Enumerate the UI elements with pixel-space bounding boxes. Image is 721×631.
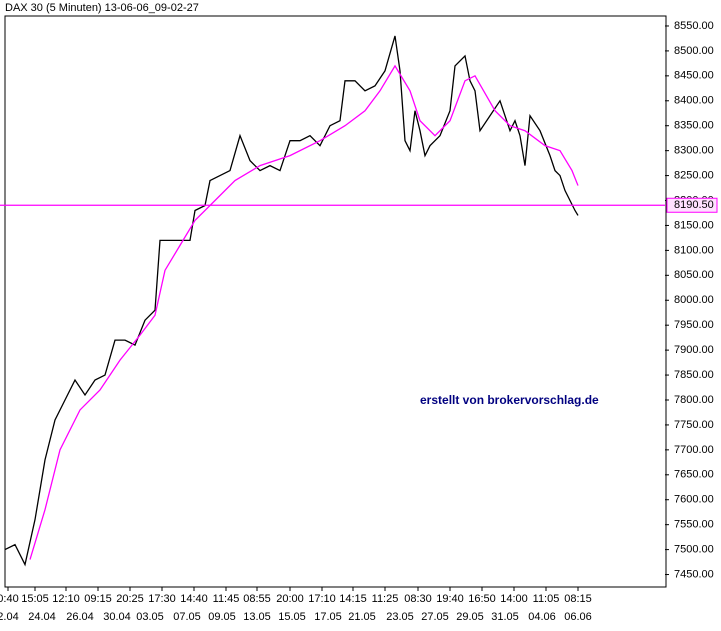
x-tick-label: 12:10 (52, 593, 80, 605)
y-tick-label: 8450.00 (674, 70, 714, 82)
x-tick-label: 08:30 (404, 593, 432, 605)
x-tick-label: 11:05 (533, 593, 560, 605)
x-tick-label: 15:05 (21, 593, 49, 605)
y-tick-label: 7900.00 (674, 344, 714, 356)
date-tick-label: 15.05 (278, 611, 306, 623)
chart-title: DAX 30 (5 Minuten) 13-06-06_09-02-27 (5, 2, 199, 14)
x-tick-label: 20:25 (116, 593, 144, 605)
x-tick-label: 09:15 (84, 593, 112, 605)
y-tick-label: 8400.00 (674, 95, 714, 107)
x-tick-label: 17:10 (308, 593, 336, 605)
x-tick-label: 11:45 (213, 593, 240, 605)
date-tick-label: 09.05 (208, 611, 236, 623)
y-tick-label: 7650.00 (674, 469, 714, 481)
x-tick-label: 19:40 (436, 593, 464, 605)
y-tick-label: 7750.00 (674, 419, 714, 431)
date-tick-label: 27.05 (421, 611, 449, 623)
x-tick-label: 11:25 (372, 593, 399, 605)
y-tick-label: 7550.00 (674, 519, 714, 531)
x-tick-label: 14:00 (500, 593, 528, 605)
y-tick-label: 8500.00 (674, 45, 714, 57)
y-tick-label: 8550.00 (674, 20, 714, 32)
date-tick-label: 17.05 (314, 611, 342, 623)
y-tick-label: 8250.00 (674, 169, 714, 181)
x-tick-label: 14:40 (180, 593, 208, 605)
y-tick-label: 7600.00 (674, 494, 714, 506)
date-tick-label: 23.05 (386, 611, 414, 623)
date-tick-label: 03.05 (136, 611, 164, 623)
date-tick-label: 21.05 (348, 611, 376, 623)
x-tick-label: 20:00 (276, 593, 304, 605)
date-tick-label: 04.06 (528, 611, 556, 623)
reference-label-box (666, 197, 718, 213)
x-tick-label: 14:15 (339, 593, 367, 605)
date-tick-label: 06.06 (564, 611, 592, 623)
reference-label: 8190.50 (674, 199, 714, 211)
x-tick-label: 17:30 (148, 593, 176, 605)
y-tick-label: 7450.00 (674, 568, 714, 580)
y-tick-label: 7500.00 (674, 544, 714, 556)
price-line (29, 64, 579, 560)
y-tick-label: 7950.00 (674, 319, 714, 331)
x-tick-label: 0:40 (0, 593, 19, 605)
x-tick-label: 08:15 (564, 593, 592, 605)
y-tick-label: 8000.00 (674, 294, 714, 306)
y-tick-label: 8100.00 (674, 244, 714, 256)
x-tick-label: 08:55 (243, 593, 271, 605)
price-line (4, 35, 579, 567)
y-tick-label: 8300.00 (674, 145, 714, 157)
y-tick-label: 8150.00 (674, 219, 714, 231)
date-tick-label: 07.05 (173, 611, 201, 623)
y-tick-label: 7800.00 (674, 394, 714, 406)
y-tick-label: 8350.00 (674, 120, 714, 132)
date-tick-label: 13.05 (243, 611, 271, 623)
date-tick-label: 26.04 (66, 611, 94, 623)
plot-frame (4, 15, 667, 588)
y-tick-label: 7700.00 (674, 444, 714, 456)
date-tick-label: 31.05 (491, 611, 519, 623)
y-tick-label: 8050.00 (674, 269, 714, 281)
annotation: erstellt von brokervorschlag.de (420, 393, 599, 407)
y-tick-label: 7850.00 (674, 369, 714, 381)
date-tick-label: 24.04 (28, 611, 56, 623)
date-tick-label: 30.04 (103, 611, 131, 623)
date-tick-label: 2.04 (0, 611, 19, 623)
x-tick-label: 16:50 (468, 593, 496, 605)
date-tick-label: 29.05 (456, 611, 484, 623)
